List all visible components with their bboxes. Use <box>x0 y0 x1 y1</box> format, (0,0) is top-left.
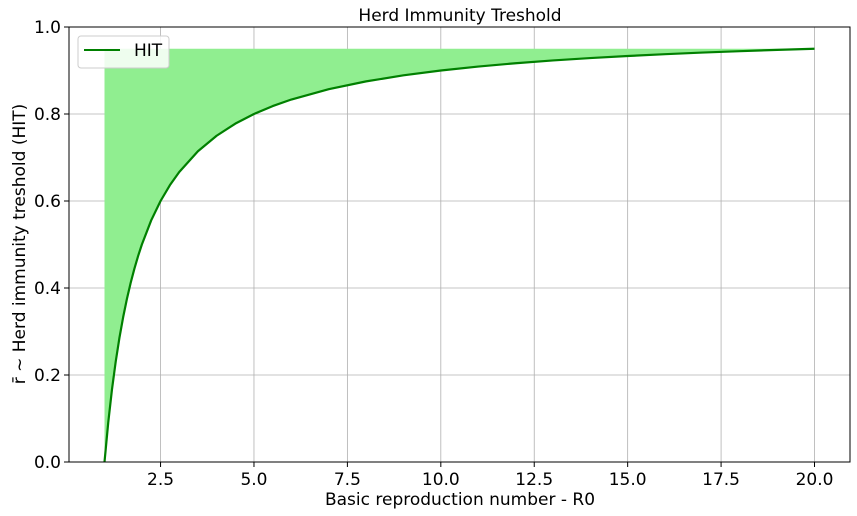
x-tick-label: 2.5 <box>147 470 174 490</box>
y-tick-label: 0.2 <box>34 366 61 386</box>
x-tick-label: 7.5 <box>334 470 361 490</box>
legend-box <box>77 35 170 69</box>
hit-fill-area <box>104 48 815 462</box>
legend: HIT <box>77 35 170 69</box>
y-tick-label: 1.0 <box>34 18 61 38</box>
plot-frame <box>68 26 851 463</box>
x-tick-label: 15.0 <box>609 470 647 490</box>
y-tick-label: 0.4 <box>34 279 61 299</box>
y-tick-label: 0.8 <box>34 105 61 125</box>
x-tick-label: 17.5 <box>702 470 740 490</box>
x-tick-label: 12.5 <box>515 470 553 490</box>
y-axis-label: r̄ ~ Herd immunity treshold (HIT) <box>10 104 30 385</box>
x-tick-label: 20.0 <box>796 470 834 490</box>
plot-area <box>103 47 815 463</box>
x-tick-label: 10.0 <box>422 470 460 490</box>
y-tick-label: 0.6 <box>34 192 61 212</box>
x-tick-label: 5.0 <box>240 470 267 490</box>
x-axis: 2.5 5.0 7.5 10.0 12.5 15.0 17.5 20.0 <box>147 462 833 490</box>
legend-label-hit: HIT <box>134 41 163 61</box>
y-axis: 0.0 0.2 0.4 0.6 0.8 1.0 <box>34 18 69 473</box>
x-axis-label: Basic reproduction number - R0 <box>325 490 595 510</box>
hit-series-line <box>103 47 815 463</box>
y-tick-label: 0.0 <box>34 453 61 473</box>
chart-title: Herd Immunity Treshold <box>358 6 561 26</box>
